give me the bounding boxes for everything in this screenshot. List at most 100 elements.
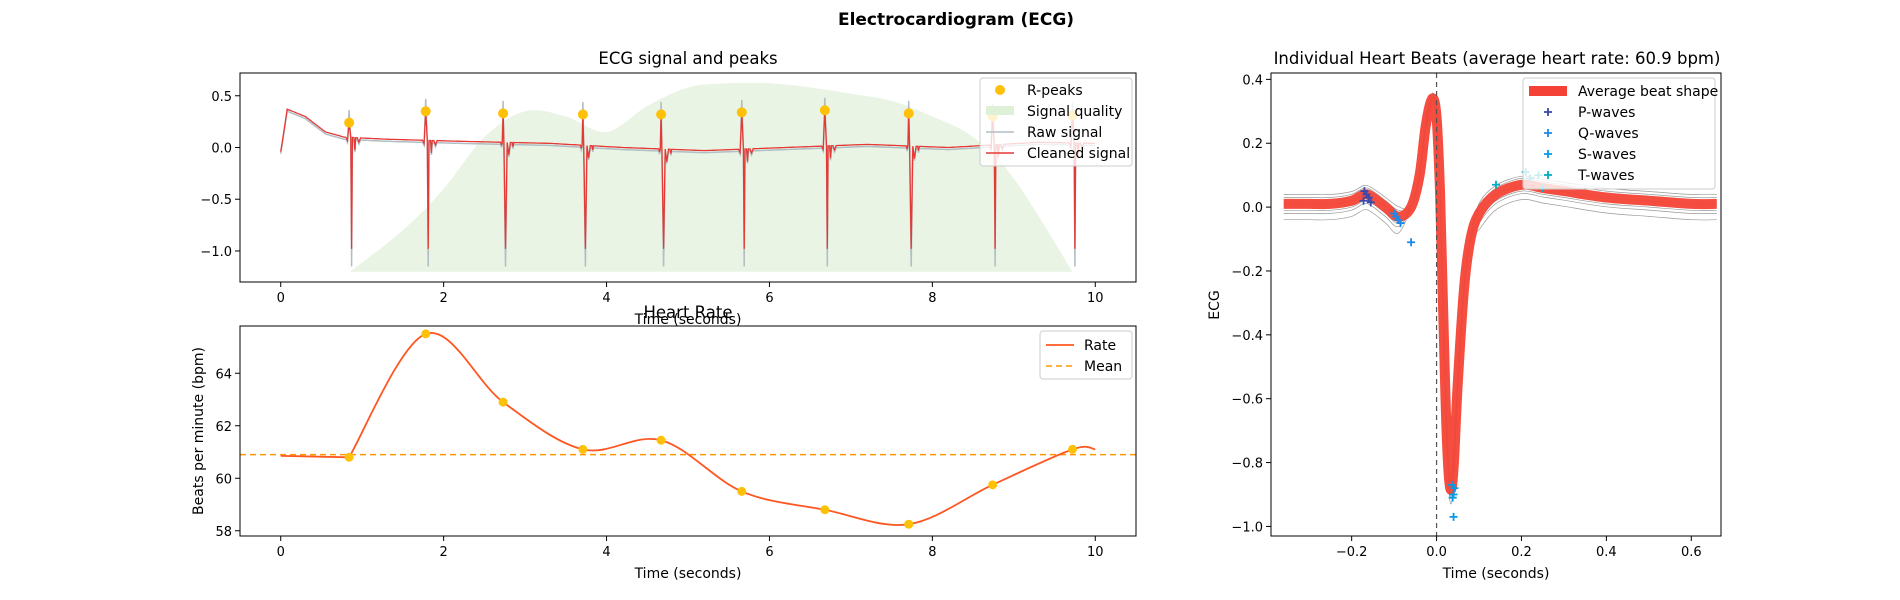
- x-tick-label: 4: [602, 291, 610, 306]
- legend-label: Raw signal: [1027, 125, 1102, 141]
- legend-swatch-q-waves: [1544, 129, 1552, 137]
- hr-panel-title: Heart Rate: [643, 303, 732, 322]
- y-tick-label: −0.6: [1231, 393, 1263, 408]
- beats-ylabel: ECG: [1207, 290, 1223, 319]
- rate-point: [656, 435, 666, 445]
- y-tick-label: −1.0: [1231, 520, 1263, 535]
- x-tick-label: 0.4: [1596, 545, 1617, 560]
- heart-beats-panel: Individual Heart Beats (average heart ra…: [1207, 49, 1722, 582]
- hr-ylabel: Beats per minute (bpm): [191, 347, 207, 515]
- heart-rate-panel: Heart Rate 0 2 4 6 8 10 58 60 62 64 Time (seconds…: [191, 303, 1137, 582]
- legend-label: R-peaks: [1027, 83, 1083, 99]
- rate-point: [578, 444, 588, 454]
- legend-label: S-waves: [1578, 147, 1636, 163]
- r-peak-point: [420, 106, 431, 117]
- rate-point: [737, 486, 747, 496]
- figure-suptitle: Electrocardiogram (ECG): [838, 10, 1074, 30]
- legend-label: Q-waves: [1578, 126, 1639, 142]
- x-tick-label: 0: [277, 291, 285, 306]
- rate-point: [344, 452, 354, 462]
- r-peak-point: [819, 105, 830, 116]
- y-tick-label: 62: [215, 420, 232, 435]
- x-tick-label: 0: [277, 545, 285, 560]
- p-waves-point: [1364, 193, 1373, 202]
- rate-point: [820, 505, 830, 515]
- ecg-axes-frame: [239, 72, 1137, 283]
- r-peak-point: [344, 117, 355, 128]
- x-tick-label: 0.2: [1511, 545, 1532, 560]
- legend-label: T-waves: [1577, 168, 1635, 184]
- y-tick-label: 0.2: [1242, 137, 1263, 152]
- s-waves-point: [1449, 512, 1458, 521]
- rate-point: [421, 329, 431, 339]
- legend-label: Cleaned signal: [1027, 146, 1130, 162]
- rate-line: [280, 332, 1096, 526]
- rate-point: [1067, 444, 1077, 454]
- y-tick-label: 60: [215, 472, 232, 487]
- t-waves-point: [1492, 180, 1500, 189]
- rate-point: [904, 519, 914, 529]
- x-tick-label: 2: [439, 291, 447, 306]
- legend-swatch-p-waves: [1544, 108, 1552, 116]
- y-tick-label: 0.5: [211, 90, 232, 105]
- s-waves-point: [1447, 480, 1456, 489]
- x-tick-label: 0.0: [1426, 545, 1447, 560]
- x-tick-label: 6: [765, 545, 773, 560]
- r-peak-point: [498, 108, 509, 119]
- x-tick-label: −0.2: [1336, 545, 1368, 560]
- x-tick-label: 10: [1087, 545, 1104, 560]
- legend-frame: [979, 77, 1133, 167]
- q-waves-point: [1396, 219, 1405, 228]
- cleaned-signal-line: [280, 108, 1096, 249]
- rate-point: [498, 397, 508, 407]
- ecg-legend: R-peaks Signal quality Raw signal Cleaned s…: [979, 77, 1133, 167]
- beats-axes-frame: [1270, 72, 1722, 537]
- legend-label: P-waves: [1578, 105, 1635, 121]
- hr-axes-frame: [239, 325, 1137, 537]
- y-tick-label: 0.0: [1242, 201, 1263, 216]
- y-tick-label: 0.0: [211, 141, 232, 156]
- legend-swatch-quality: [986, 106, 1014, 115]
- legend-frame: [1522, 77, 1716, 190]
- y-tick-label: −1.0: [200, 245, 232, 260]
- y-tick-label: −0.4: [1231, 329, 1263, 344]
- ecg-signal-panel: ECG signal and peaks 0 2 4 6 8 10 0.5 0.0 −0.5 −1…: [200, 49, 1137, 328]
- ecg-panel-title: ECG signal and peaks: [598, 49, 777, 68]
- r-peak-point: [903, 108, 914, 119]
- y-tick-label: 0.4: [1242, 73, 1263, 88]
- legend-swatch-s-waves: [1544, 150, 1552, 158]
- legend-label: Rate: [1084, 338, 1116, 354]
- legend-swatch-average-beat: [1529, 86, 1567, 96]
- q-waves-point: [1390, 209, 1399, 218]
- p-waves-point: [1359, 196, 1368, 205]
- y-tick-label: 58: [215, 525, 232, 540]
- legend-frame: [1039, 330, 1133, 380]
- ecg-xlabel: Time (seconds): [634, 312, 742, 328]
- raw-signal-line: [279, 97, 1096, 267]
- y-tick-label: 64: [215, 367, 232, 382]
- x-tick-label: 4: [602, 545, 610, 560]
- x-tick-label: 8: [928, 291, 936, 306]
- hr-xlabel: Time (seconds): [634, 566, 742, 582]
- beats-xlabel: Time (seconds): [1442, 566, 1550, 582]
- y-tick-label: −0.2: [1231, 265, 1263, 280]
- beats-panel-title: Individual Heart Beats (average heart ra…: [1274, 49, 1721, 68]
- r-peak-point: [736, 107, 747, 118]
- signal-quality-area: [350, 82, 1073, 272]
- s-waves-point: [1448, 493, 1457, 502]
- x-tick-label: 0.6: [1681, 545, 1702, 560]
- legend-label: Average beat shape: [1578, 84, 1718, 100]
- y-tick-label: −0.5: [200, 193, 232, 208]
- beats-legend: Average beat shape P-waves Q-waves S-waves T…: [1522, 77, 1718, 190]
- x-tick-label: 2: [439, 545, 447, 560]
- legend-swatch-t-waves: [1544, 171, 1552, 179]
- legend-label: Mean: [1084, 359, 1122, 375]
- r-peak-point: [577, 109, 588, 120]
- legend-swatch-rpeaks: [995, 85, 1005, 95]
- x-tick-label: 8: [928, 545, 936, 560]
- legend-label: Signal quality: [1027, 104, 1122, 120]
- y-tick-label: −0.8: [1231, 457, 1263, 472]
- p-waves-point: [1366, 198, 1375, 207]
- x-tick-label: 6: [765, 291, 773, 306]
